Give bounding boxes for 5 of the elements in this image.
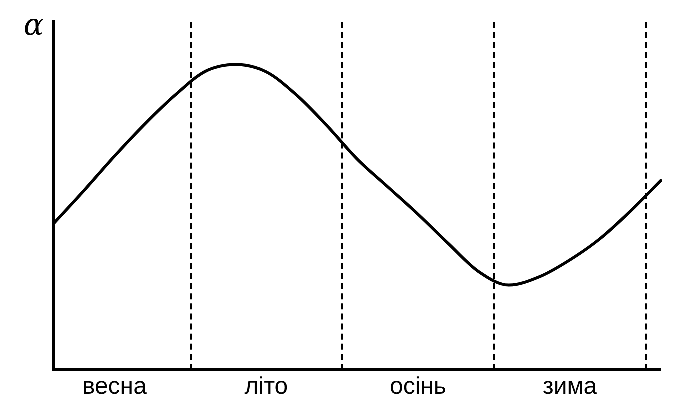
x-tick-label: літо — [244, 373, 288, 400]
x-tick-label: зима — [542, 373, 598, 400]
x-tick-label: осінь — [390, 373, 446, 400]
x-tick-label: весна — [82, 373, 148, 400]
y-axis-title: α — [24, 8, 44, 43]
